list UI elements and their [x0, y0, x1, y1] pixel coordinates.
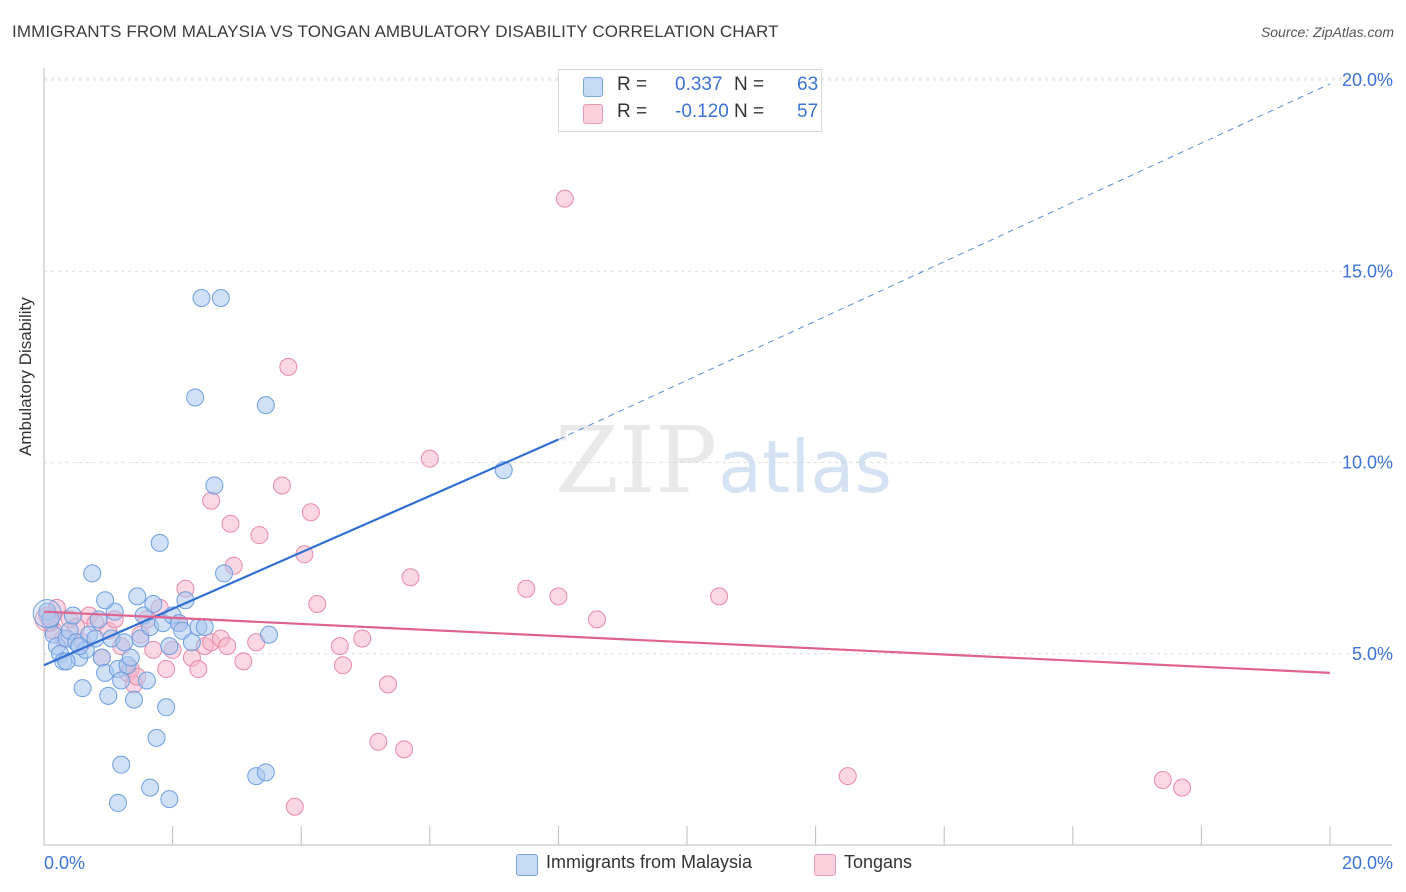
watermark-atlas: atlas: [718, 425, 892, 509]
trend-lines: [43, 83, 1331, 674]
tongans-point: [710, 587, 729, 606]
tongans-point: [549, 587, 568, 606]
tongans-point: [157, 660, 176, 679]
malaysia-point: [112, 755, 131, 774]
malaysia-point: [63, 606, 82, 625]
malaysia-point: [160, 637, 179, 656]
malaysia-point: [147, 728, 166, 747]
grid-layer: [44, 77, 1392, 655]
malaysia-point: [144, 595, 163, 614]
malaysia-point: [260, 625, 279, 644]
tongans-point: [379, 675, 398, 694]
watermark: ZIP atlas: [555, 407, 892, 514]
tongans-point: [401, 568, 420, 587]
malaysia-point: [192, 289, 211, 308]
axis-layer: [43, 68, 1392, 846]
blue-swatch: [583, 77, 603, 97]
source-credit: Source: ZipAtlas.com: [1260, 24, 1394, 40]
tongans-point: [420, 449, 439, 468]
tongans-point: [218, 637, 237, 656]
x-tick-label: 20.0%: [1342, 853, 1393, 873]
y-tick-label: 10.0%: [1342, 453, 1393, 473]
y-axis-label: Ambulatory Disability: [16, 297, 35, 456]
malaysia-trend-extension: [558, 83, 1331, 441]
tongans-point: [1153, 770, 1172, 789]
r-label: R =: [617, 101, 648, 122]
malaysia-point: [141, 778, 160, 797]
malaysia-point: [182, 633, 201, 652]
malaysia-point: [256, 763, 275, 782]
malaysia-point: [186, 388, 205, 407]
malaysia-point: [157, 698, 176, 717]
n-label: N =: [734, 74, 765, 95]
malaysia-point: [137, 671, 156, 690]
tongans-point: [1173, 778, 1192, 797]
r-label: R =: [617, 74, 648, 95]
tongans-point: [272, 476, 291, 495]
y-tick-label: 15.0%: [1342, 261, 1393, 281]
malaysia-point: [99, 686, 118, 705]
tongans-point: [333, 656, 352, 675]
malaysia-point: [121, 648, 140, 667]
tongans-point: [587, 610, 606, 629]
tongans-point: [285, 797, 304, 816]
malaysia-points: [32, 289, 513, 812]
tongans-point: [353, 629, 372, 648]
tongans-point: [517, 579, 536, 598]
malaysia-point: [215, 564, 234, 583]
pink-swatch: [583, 104, 603, 124]
malaysia-point: [131, 629, 150, 648]
malaysia-point: [150, 533, 169, 552]
tongans-point: [555, 189, 574, 208]
blue-swatch: [516, 854, 538, 876]
malaysia-cluster-point: [32, 599, 62, 629]
correlation-legend: R = 0.337 N = 63 R = -0.120 N = 57: [558, 69, 822, 132]
r-value: 0.337: [675, 74, 723, 95]
n-value: 63: [797, 74, 819, 95]
tongans-point: [838, 767, 857, 786]
tongans-point: [189, 660, 208, 679]
y-tick-label: 5.0%: [1352, 644, 1393, 664]
malaysia-point: [160, 790, 179, 809]
x-tick-label: 0.0%: [44, 853, 85, 873]
legend-label: Tongans: [844, 852, 913, 872]
malaysia-point: [108, 793, 127, 812]
malaysia-point: [256, 396, 275, 415]
malaysia-point: [73, 679, 92, 698]
malaysia-point: [205, 476, 224, 495]
malaysia-trend-line: [43, 438, 559, 667]
n-label: N =: [734, 101, 765, 122]
tongans-point: [234, 652, 253, 671]
malaysia-point: [195, 617, 214, 636]
r-value: -0.120: [675, 101, 729, 122]
tongans-point: [308, 595, 327, 614]
malaysia-point: [211, 289, 230, 308]
tongans-point: [202, 491, 221, 510]
tongans-point: [221, 514, 240, 533]
malaysia-point: [125, 690, 144, 709]
watermark-zip: ZIP: [555, 407, 717, 514]
tongans-point: [279, 357, 298, 376]
y-tick-label: 20.0%: [1342, 70, 1393, 90]
tongans-point: [250, 526, 269, 545]
tongans-point: [395, 740, 414, 759]
n-value: 57: [797, 101, 819, 122]
legend-label: Immigrants from Malaysia: [546, 852, 753, 872]
malaysia-point: [83, 564, 102, 583]
tongans-point: [301, 503, 320, 522]
malaysia-point: [96, 591, 115, 610]
chart-title: IMMIGRANTS FROM MALAYSIA VS TONGAN AMBUL…: [12, 22, 779, 41]
tongans-point: [369, 732, 388, 751]
tongans-trend-line: [43, 610, 1331, 674]
malaysia-point: [112, 671, 131, 690]
tongans-point: [330, 637, 349, 656]
tick-labels: 5.0% 10.0% 15.0% 20.0% 0.0% 20.0%: [44, 70, 1393, 873]
pink-swatch: [814, 854, 836, 876]
malaysia-point: [92, 648, 111, 667]
malaysia-point: [115, 633, 134, 652]
malaysia-point: [128, 587, 147, 606]
